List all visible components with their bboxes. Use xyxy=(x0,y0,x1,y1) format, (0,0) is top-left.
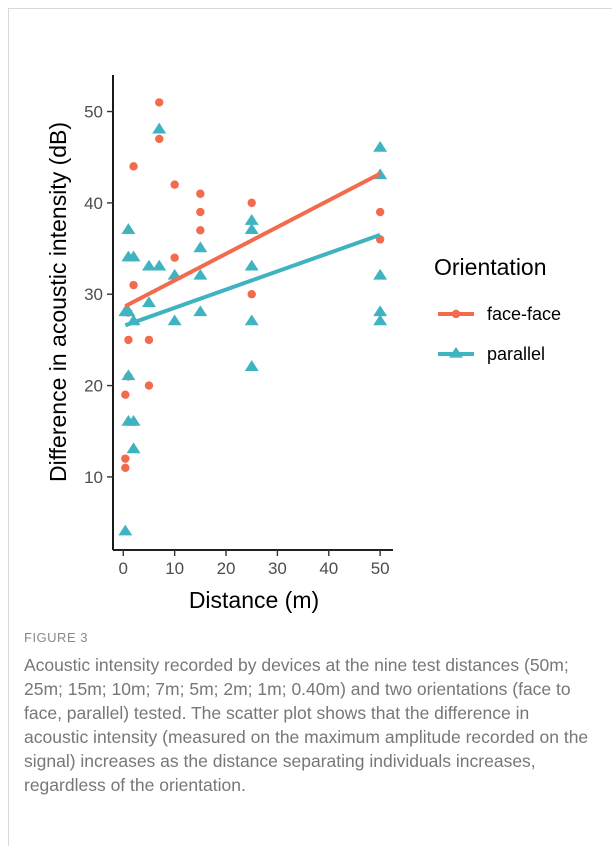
data-point xyxy=(126,414,141,426)
plot-area xyxy=(118,98,388,536)
data-point xyxy=(373,268,388,280)
data-point xyxy=(155,134,164,144)
data-point xyxy=(129,280,138,290)
x-tick-label: 20 xyxy=(217,559,236,578)
data-point xyxy=(121,305,136,317)
legend-label: face-face xyxy=(487,304,561,324)
trend-line xyxy=(124,232,381,328)
data-point xyxy=(373,305,388,317)
data-point xyxy=(121,463,130,472)
y-tick-label: 30 xyxy=(84,285,103,304)
data-point xyxy=(196,226,205,235)
x-tick-label: 50 xyxy=(371,559,390,578)
series-parallel xyxy=(118,122,388,536)
data-point xyxy=(244,360,259,371)
data-point xyxy=(170,253,179,262)
legend-label: parallel xyxy=(487,344,545,364)
x-axis-label: Distance (m) xyxy=(189,587,319,613)
data-point xyxy=(167,314,182,326)
data-point xyxy=(126,442,141,454)
x-tick-label: 10 xyxy=(165,559,184,578)
data-point xyxy=(244,223,259,234)
data-point xyxy=(244,314,259,326)
x-tick-label: 0 xyxy=(119,559,128,578)
y-tick-label: 40 xyxy=(84,194,103,213)
data-point xyxy=(244,259,259,271)
data-point xyxy=(193,268,208,280)
figure-label: FIGURE 3 xyxy=(24,630,88,645)
data-point xyxy=(170,180,179,189)
data-point xyxy=(375,207,385,217)
figure-card xyxy=(8,8,612,846)
data-point xyxy=(142,259,156,271)
legend-marker xyxy=(451,309,461,319)
data-point xyxy=(124,335,133,345)
data-point xyxy=(247,290,256,299)
trend-line xyxy=(124,171,382,308)
y-tick-label: 20 xyxy=(84,377,103,396)
legend-marker xyxy=(449,346,463,358)
data-point xyxy=(144,381,154,390)
legend-item: parallel xyxy=(438,344,545,364)
axes: 0 10 20 30 40 50 10 20 30 40 50 xyxy=(84,75,393,578)
data-point xyxy=(373,140,388,152)
data-point xyxy=(129,162,138,171)
data-point xyxy=(247,198,256,208)
data-point xyxy=(142,296,156,308)
data-point xyxy=(193,305,208,317)
data-point xyxy=(121,223,136,234)
series-face-face xyxy=(121,98,385,472)
data-point xyxy=(152,122,167,134)
data-point xyxy=(196,207,205,217)
x-tick-label: 30 xyxy=(268,559,287,578)
data-point xyxy=(196,189,205,198)
caption-text: Acoustic intensity recorded by devices a… xyxy=(24,655,589,795)
data-point xyxy=(126,250,141,262)
data-point xyxy=(144,335,154,345)
y-tick-label: 10 xyxy=(84,468,103,487)
data-point xyxy=(244,214,259,225)
data-point xyxy=(118,524,133,536)
figure-caption: FIGURE 3 Acoustic intensity recorded by … xyxy=(24,630,594,797)
data-point xyxy=(121,369,136,381)
scatter-chart: 0 10 20 30 40 50 10 20 30 40 50 Difference in acou… xyxy=(45,75,561,613)
x-tick-label: 40 xyxy=(319,559,338,578)
y-tick-label: 50 xyxy=(84,103,103,122)
legend-title: Orientation xyxy=(434,254,547,280)
data-point xyxy=(121,454,130,463)
legend: Orientation face-face parallel xyxy=(434,254,561,364)
data-point xyxy=(155,98,164,107)
data-point xyxy=(193,241,208,253)
data-point xyxy=(152,259,167,271)
data-point xyxy=(121,390,130,399)
y-axis-label: Difference in acoustic intensity (dB) xyxy=(45,122,71,482)
data-point xyxy=(373,314,388,326)
legend-item: face-face xyxy=(438,304,561,324)
